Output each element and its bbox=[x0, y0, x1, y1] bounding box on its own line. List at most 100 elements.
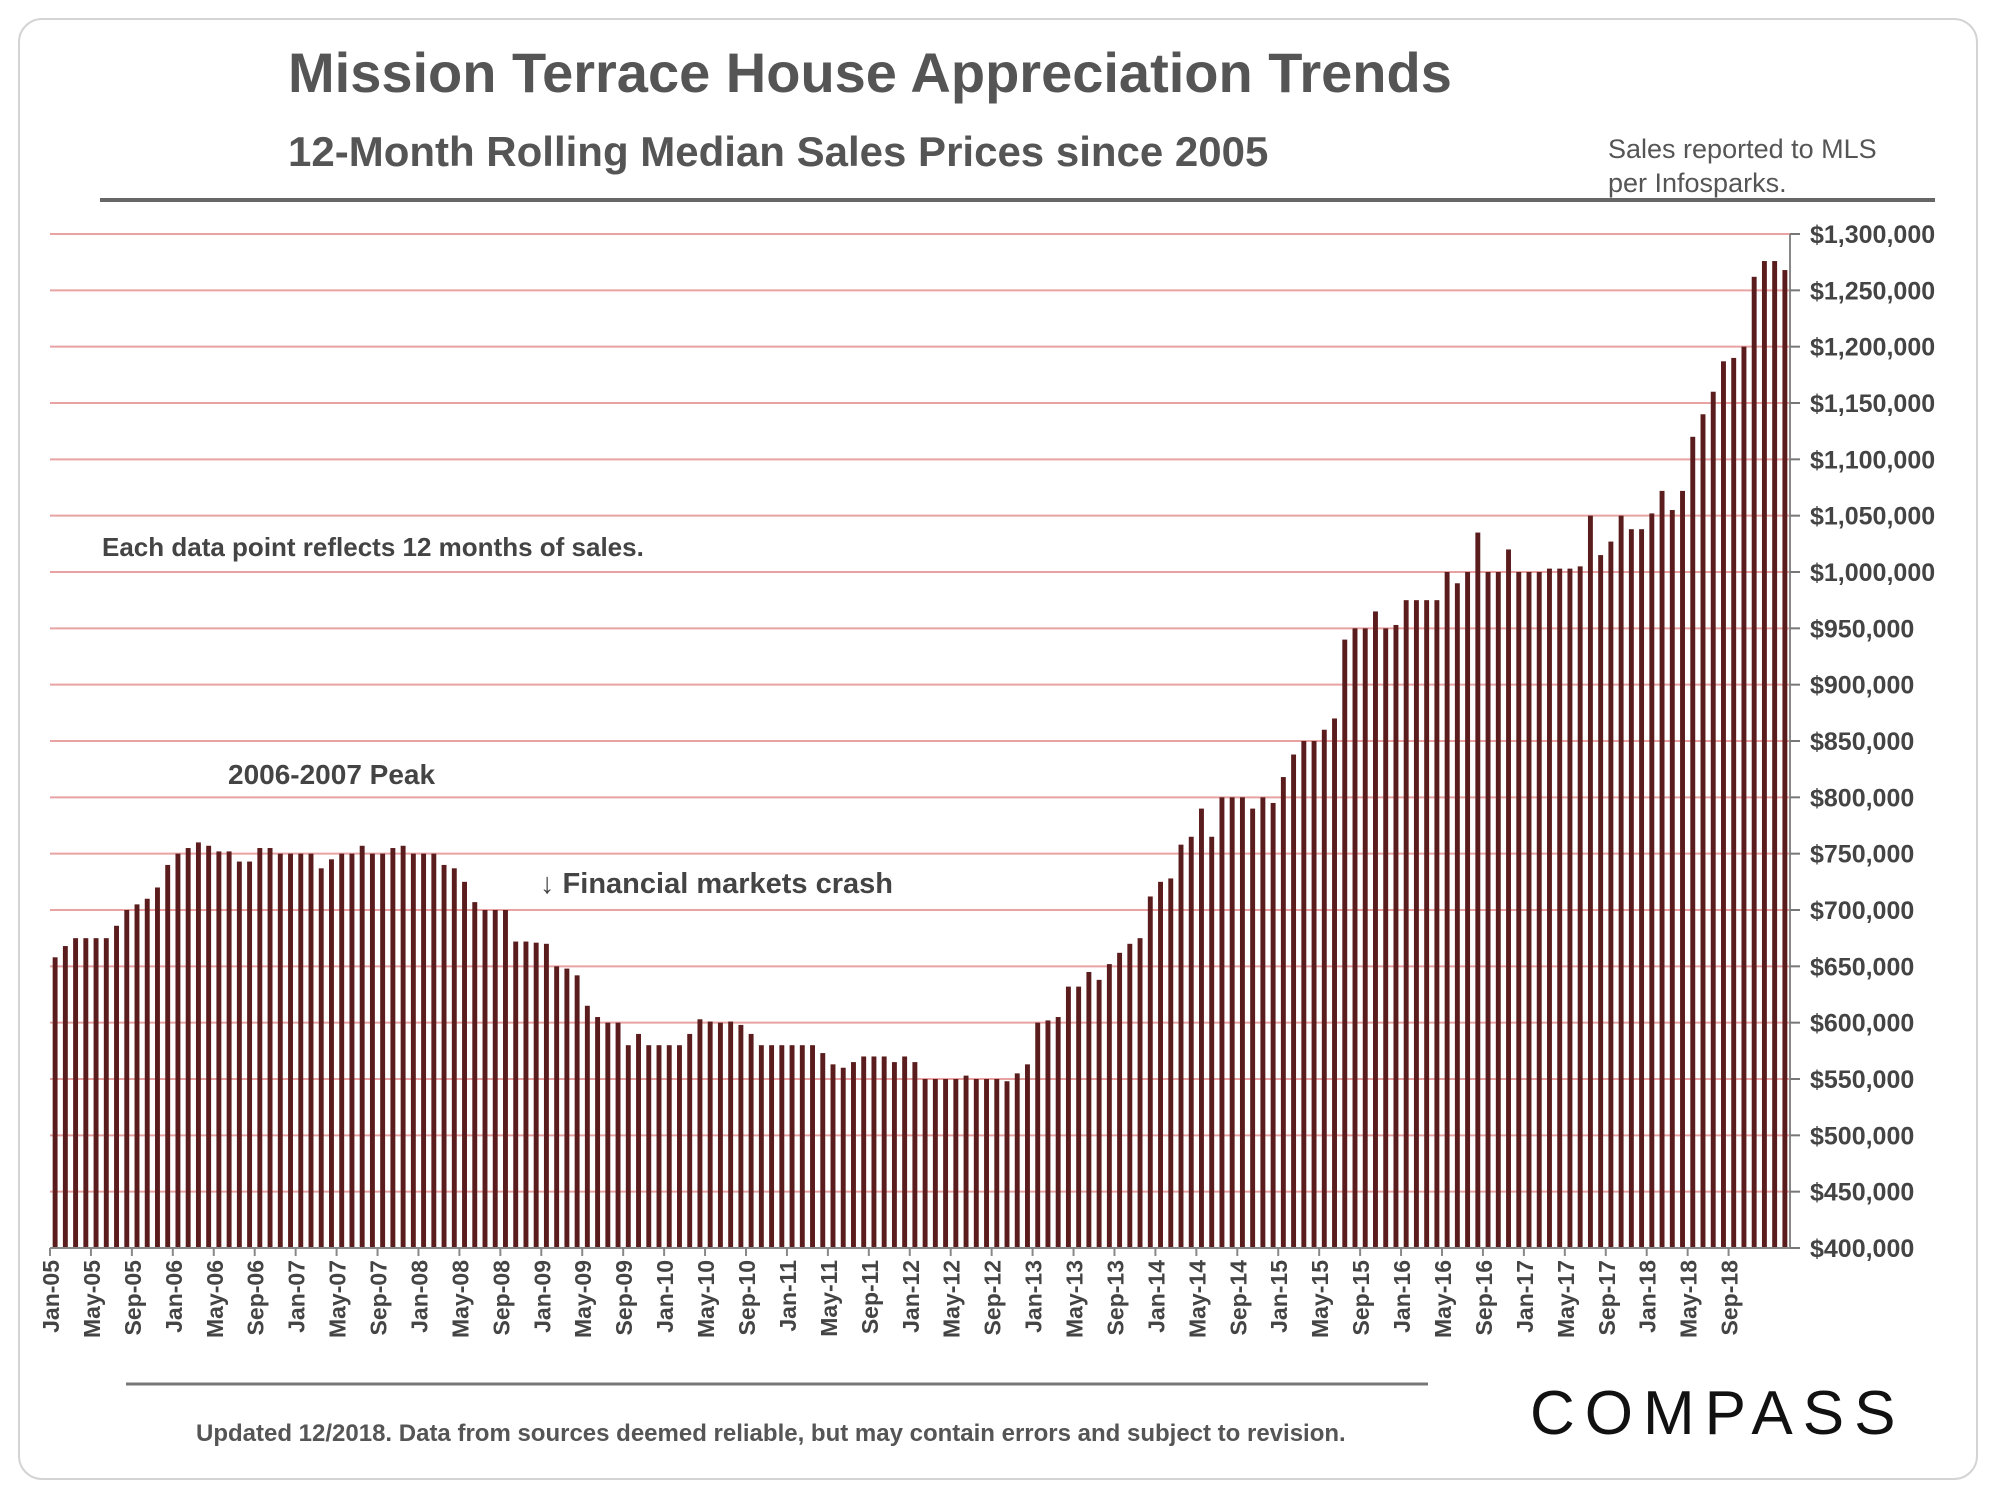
bar bbox=[1761, 261, 1767, 1248]
bar bbox=[308, 853, 314, 1248]
compass-logo: COMPASS bbox=[1530, 1379, 1906, 1448]
bar bbox=[707, 1021, 713, 1248]
bar bbox=[83, 938, 89, 1248]
bar bbox=[1117, 952, 1123, 1248]
bar bbox=[758, 1045, 764, 1248]
x-tick-label: Jan-08 bbox=[406, 1260, 432, 1333]
bar bbox=[1393, 624, 1399, 1248]
bar bbox=[318, 868, 324, 1248]
bar bbox=[503, 910, 508, 1248]
bar bbox=[1106, 964, 1112, 1248]
bar bbox=[1618, 515, 1624, 1248]
x-tick-label: May-12 bbox=[939, 1260, 965, 1338]
x-tick-label: Sep-14 bbox=[1225, 1260, 1251, 1336]
bar bbox=[830, 1064, 836, 1248]
bar bbox=[1485, 572, 1491, 1248]
bar bbox=[1506, 549, 1511, 1248]
bar bbox=[1250, 808, 1256, 1248]
y-tick-label: $1,300,000 bbox=[1810, 221, 1935, 249]
bar bbox=[922, 1079, 928, 1248]
x-tick-label: May-17 bbox=[1553, 1260, 1579, 1338]
bar bbox=[1444, 572, 1450, 1248]
bar bbox=[1065, 986, 1071, 1248]
bar bbox=[1690, 436, 1696, 1248]
x-tick-label: Jan-05 bbox=[38, 1260, 64, 1333]
bar bbox=[1434, 600, 1440, 1248]
bar bbox=[73, 938, 79, 1248]
y-tick-label: $1,200,000 bbox=[1810, 334, 1935, 362]
x-tick-label: Jan-18 bbox=[1635, 1260, 1661, 1333]
bar bbox=[810, 1045, 815, 1248]
bar bbox=[369, 853, 375, 1248]
bar bbox=[93, 938, 99, 1248]
slide-frame bbox=[18, 18, 1978, 1480]
bar bbox=[1557, 568, 1563, 1248]
bar bbox=[1260, 797, 1266, 1248]
bar bbox=[1055, 1017, 1061, 1248]
bar bbox=[1270, 802, 1276, 1248]
bar bbox=[1199, 808, 1204, 1248]
x-tick-label: May-10 bbox=[693, 1260, 719, 1338]
x-tick-label: May-06 bbox=[202, 1260, 228, 1338]
bar bbox=[1086, 971, 1092, 1248]
bar bbox=[615, 1022, 621, 1248]
x-tick-label: Jan-15 bbox=[1266, 1260, 1292, 1333]
x-tick-label: May-14 bbox=[1184, 1260, 1210, 1338]
bar bbox=[1547, 568, 1552, 1248]
bar bbox=[431, 853, 437, 1248]
bar bbox=[799, 1045, 805, 1248]
bar bbox=[717, 1022, 723, 1248]
x-tick-label: Jan-16 bbox=[1389, 1260, 1415, 1333]
bar bbox=[1178, 844, 1184, 1248]
bar bbox=[1301, 741, 1307, 1248]
bar bbox=[1669, 510, 1675, 1248]
bar bbox=[973, 1079, 979, 1248]
x-tick-label: Jan-09 bbox=[529, 1260, 555, 1333]
bar bbox=[1608, 541, 1614, 1248]
y-tick-label: $450,000 bbox=[1810, 1179, 1914, 1207]
x-tick-label: May-15 bbox=[1307, 1260, 1333, 1338]
y-tick-label: $1,000,000 bbox=[1810, 559, 1935, 587]
bar bbox=[1567, 568, 1573, 1248]
bar bbox=[124, 910, 130, 1248]
chart-title: Mission Terrace House Appreciation Trend… bbox=[288, 41, 1452, 104]
bar bbox=[1403, 600, 1409, 1248]
x-tick-label: May-07 bbox=[325, 1260, 351, 1338]
bar bbox=[380, 853, 386, 1248]
bar bbox=[410, 853, 416, 1248]
bar bbox=[1649, 513, 1655, 1248]
y-tick-label: $750,000 bbox=[1810, 841, 1914, 869]
x-tick-label: Sep-12 bbox=[980, 1260, 1006, 1335]
x-tick-label: Jan-14 bbox=[1143, 1260, 1169, 1333]
bar bbox=[902, 1056, 908, 1248]
bar bbox=[462, 881, 467, 1248]
bar bbox=[1076, 986, 1082, 1248]
bar bbox=[1516, 572, 1522, 1248]
bar bbox=[226, 851, 232, 1248]
bar bbox=[953, 1079, 959, 1248]
bar bbox=[1587, 515, 1593, 1248]
bar bbox=[769, 1045, 775, 1248]
bar bbox=[257, 848, 263, 1248]
x-tick-label: Jan-07 bbox=[284, 1260, 310, 1333]
bar bbox=[1424, 600, 1430, 1248]
x-tick-label: May-16 bbox=[1430, 1260, 1456, 1338]
x-tick-label: Jan-06 bbox=[161, 1260, 187, 1333]
bar bbox=[523, 941, 529, 1248]
bar bbox=[1342, 639, 1348, 1248]
bar bbox=[482, 910, 488, 1248]
y-axis-ticks: $400,000 $450,000 $500,000 $550,000 $600,000… bbox=[1790, 221, 1935, 1263]
y-tick-label: $1,100,000 bbox=[1810, 446, 1935, 474]
x-tick-label: Sep-18 bbox=[1717, 1260, 1743, 1336]
y-tick-label: $500,000 bbox=[1810, 1122, 1914, 1150]
bar-series bbox=[52, 261, 1788, 1249]
bar bbox=[472, 902, 478, 1248]
y-tick-label: $950,000 bbox=[1810, 615, 1914, 643]
bar bbox=[851, 1062, 856, 1248]
bar bbox=[1045, 1020, 1051, 1248]
bar bbox=[1751, 276, 1757, 1248]
x-tick-label: Sep-09 bbox=[611, 1260, 637, 1335]
bar bbox=[554, 966, 560, 1248]
x-tick-label: Sep-15 bbox=[1348, 1260, 1374, 1336]
bar bbox=[1475, 532, 1481, 1248]
